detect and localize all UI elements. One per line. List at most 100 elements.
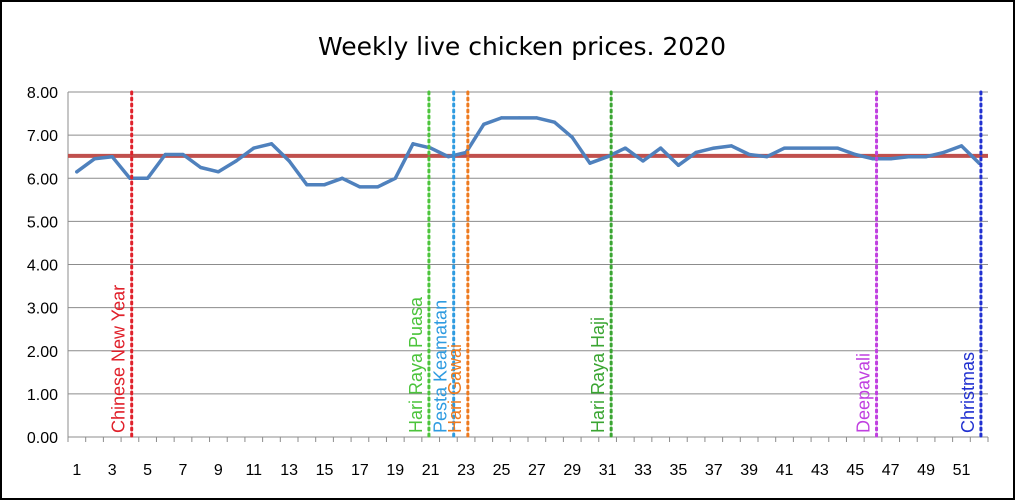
price-point (623, 146, 627, 150)
price-point (782, 146, 787, 150)
y-tick-label: 6.00 (27, 171, 58, 188)
price-point (676, 163, 680, 167)
x-tick-label: 31 (599, 462, 617, 479)
x-tick-label: 1 (72, 462, 81, 479)
y-tick-label: 0.00 (27, 430, 58, 447)
x-tick-label: 7 (179, 462, 188, 479)
series-group (68, 116, 988, 189)
holiday-label: Hari Gawai (445, 344, 465, 433)
x-tick-label: 11 (245, 462, 262, 479)
price-point (252, 146, 256, 150)
x-tick-label: 25 (493, 462, 511, 479)
price-point (765, 155, 769, 159)
x-tick-label: 33 (634, 462, 652, 479)
price-point (712, 146, 716, 150)
price-point (800, 146, 804, 150)
holiday-label: Hari Raya Puasa (406, 296, 426, 433)
price-point (499, 116, 504, 120)
price-point (269, 142, 274, 146)
x-tick-label: 3 (108, 462, 117, 479)
price-point (588, 161, 592, 165)
x-tick-label: 39 (740, 462, 758, 479)
holiday-label: Hari Raya Haji (588, 317, 608, 433)
price-point (924, 155, 928, 159)
price-point (411, 142, 415, 146)
x-axis-ticks: 1 3 5 7 9 11 13 15 17 19 21 23 25 27 29 31 33 35 37 39 41 43 4… (72, 462, 970, 479)
price-point (906, 155, 910, 159)
holiday-label: Deepavali (854, 353, 874, 433)
price-point (181, 152, 185, 157)
price-point (146, 176, 150, 180)
holiday-markers: Chinese New Year Hari Raya Puasa Pesta Kea… (109, 90, 983, 439)
price-point (110, 155, 114, 159)
chart-title: Weekly live chicken prices. 2020 (318, 32, 726, 61)
y-tick-label: 4.00 (27, 258, 58, 275)
price-point (92, 157, 97, 161)
y-tick-label: 7.00 (27, 128, 58, 145)
price-point (376, 185, 380, 189)
y-tick-label: 2.00 (27, 344, 58, 361)
x-tick-label: 37 (705, 462, 723, 479)
x-tick-label: 17 (351, 462, 369, 479)
holiday-label: Christmas (958, 352, 978, 433)
price-point (75, 170, 79, 174)
x-tick-label: 29 (563, 462, 581, 479)
holiday-label: Chinese New Year (109, 285, 129, 433)
x-tick-label: 47 (882, 462, 900, 479)
x-tick-label: 27 (528, 462, 546, 479)
y-axis-ticks: 0.00 1.00 2.00 3.00 4.00 5.00 6.00 7.00 8.00 (27, 85, 58, 447)
x-tick-label: 13 (280, 462, 298, 479)
x-tick-label: 35 (669, 462, 687, 479)
price-point (641, 159, 645, 163)
y-tick-label: 3.00 (27, 301, 58, 318)
y-tick-label: 5.00 (27, 214, 58, 231)
x-tick-label: 19 (386, 462, 404, 479)
price-point (818, 146, 822, 150)
price-point (836, 146, 840, 150)
price-point (871, 157, 875, 161)
x-tick-label: 23 (457, 462, 475, 479)
price-point (606, 155, 610, 159)
price-point (482, 122, 486, 126)
price-point (747, 152, 751, 157)
price-point (340, 176, 344, 180)
x-tick-label: 21 (422, 462, 440, 479)
price-point (163, 152, 167, 157)
price-point (659, 146, 663, 150)
x-tick-label: 9 (214, 462, 223, 479)
gridlines (68, 91, 988, 395)
price-point (942, 150, 946, 154)
x-tick-label: 43 (811, 462, 829, 479)
price-point (287, 159, 291, 163)
x-tick-label: 41 (776, 462, 794, 479)
x-tick-label: 49 (917, 462, 935, 479)
price-series-line (75, 116, 981, 189)
x-tick-label: 5 (143, 462, 152, 479)
price-point (889, 157, 893, 161)
price-point (234, 159, 238, 163)
x-tick-label: 45 (846, 462, 864, 479)
x-tick-label: 51 (953, 462, 971, 479)
price-point (570, 135, 574, 139)
price-point (216, 170, 220, 174)
price-point (517, 116, 521, 120)
price-point (393, 176, 397, 180)
y-tick-label: 8.00 (27, 85, 58, 102)
price-point (322, 183, 327, 187)
axes (67, 92, 989, 442)
price-point (446, 155, 450, 159)
price-point (694, 150, 698, 154)
price-point (552, 120, 557, 124)
price-point (358, 185, 362, 189)
price-point (959, 144, 964, 148)
price-point (535, 116, 539, 120)
price-point (729, 144, 734, 148)
price-point (853, 152, 857, 157)
price-point (305, 183, 309, 187)
price-point (199, 165, 203, 170)
holiday-label: Pesta Keamatan (431, 300, 451, 433)
y-tick-label: 1.00 (27, 387, 58, 404)
x-tick-label: 15 (316, 462, 334, 479)
